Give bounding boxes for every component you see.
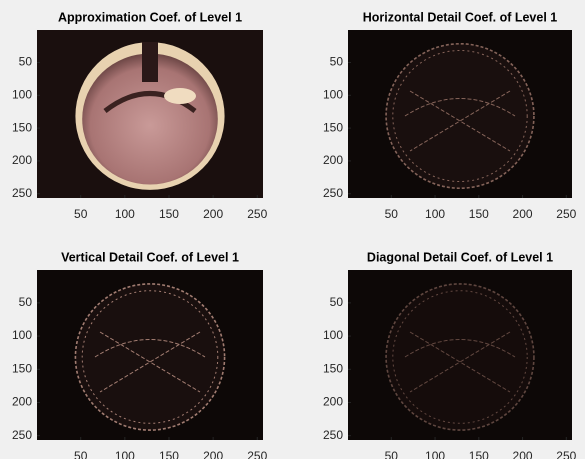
y-tick-label: 100 [323, 87, 343, 101]
x-tick-label: 200 [513, 207, 533, 221]
x-tick-label: 150 [159, 207, 179, 221]
x-tick-label: 100 [115, 207, 135, 221]
y-tick-label: 250 [323, 186, 343, 200]
subplot-title: Horizontal Detail Coef. of Level 1 [363, 10, 558, 24]
y-tick-label: 250 [12, 428, 32, 442]
x-tick-label: 150 [469, 449, 489, 459]
subplot-title: Approximation Coef. of Level 1 [58, 10, 242, 24]
x-tick-label: 250 [247, 207, 267, 221]
y-tick-label: 200 [12, 395, 32, 409]
y-tick-label: 250 [323, 428, 343, 442]
y-tick-label: 100 [323, 328, 343, 342]
figure: Approximation Coef. of Level 1 50 100 150 20… [0, 0, 585, 459]
x-tick-label: 200 [203, 449, 223, 459]
x-tick-label: 200 [513, 449, 533, 459]
x-tick-label: 250 [247, 449, 267, 459]
x-tick-label: 100 [425, 207, 445, 221]
y-tick-label: 50 [19, 55, 33, 69]
x-tick-label: 150 [469, 207, 489, 221]
y-tick-label: 200 [323, 395, 343, 409]
x-tick-label: 50 [385, 449, 399, 459]
y-tick-label: 200 [323, 153, 343, 167]
x-tick-label: 200 [203, 207, 223, 221]
y-tick-label: 250 [12, 186, 32, 200]
y-tick-label: 50 [330, 295, 344, 309]
x-tick-label: 50 [74, 449, 88, 459]
y-tick-label: 150 [12, 361, 32, 375]
x-tick-label: 250 [556, 207, 576, 221]
subplot-title: Vertical Detail Coef. of Level 1 [61, 250, 239, 264]
x-tick-label: 250 [556, 449, 576, 459]
x-tick-label: 150 [159, 449, 179, 459]
y-tick-label: 100 [12, 328, 32, 342]
x-tick-label: 50 [385, 207, 399, 221]
bright-structure [164, 88, 196, 104]
subplot-title: Diagonal Detail Coef. of Level 1 [367, 250, 553, 264]
y-tick-label: 150 [323, 361, 343, 375]
x-tick-label: 50 [74, 207, 88, 221]
edge-outline [386, 284, 534, 430]
x-tick-label: 100 [115, 449, 135, 459]
y-tick-label: 200 [12, 153, 32, 167]
y-tick-label: 150 [323, 120, 343, 134]
y-tick-label: 100 [12, 87, 32, 101]
subplot: Vertical Detail Coef. of Level 1 50 100 150… [12, 250, 268, 459]
page: {"chart_data": [ {"type": "image", "titl… [0, 0, 585, 459]
y-tick-label: 50 [19, 295, 33, 309]
edge-outline [75, 284, 224, 430]
y-tick-label: 150 [12, 120, 32, 134]
edge-outline [386, 44, 534, 188]
dark-structure [142, 42, 158, 82]
x-tick-label: 100 [425, 449, 445, 459]
subplot: Diagonal Detail Coef. of Level 1 50 100 150… [323, 250, 577, 459]
y-tick-label: 50 [330, 55, 344, 69]
subplot: Horizontal Detail Coef. of Level 1 50 100 1… [323, 10, 577, 221]
subplot: Approximation Coef. of Level 1 50 100 150 20… [12, 10, 268, 221]
